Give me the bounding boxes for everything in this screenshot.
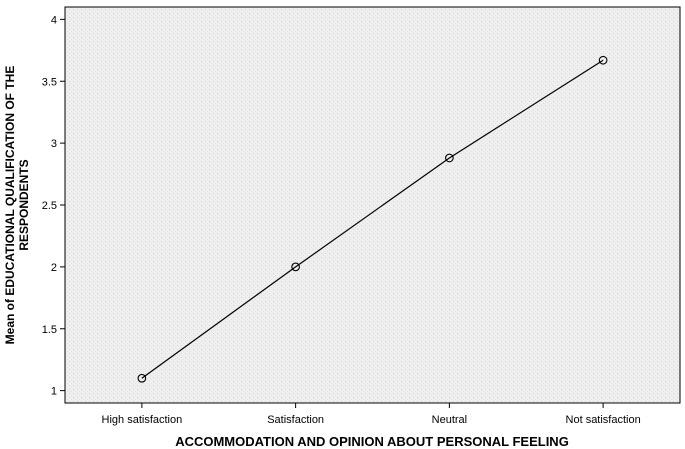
data-point [137, 373, 147, 383]
x-axis: High satisfaction Satisfaction Neutral Not … [102, 403, 641, 426]
x-tick-label: Not satisfaction [566, 414, 641, 426]
y-tick-label: 2.5 [42, 200, 57, 212]
series-layer [137, 55, 608, 383]
data-point [445, 153, 454, 163]
data-point [598, 55, 608, 65]
x-axis-title: ACCOMMODATION AND OPINION ABOUT PERSONAL… [175, 434, 569, 449]
y-tick-label: 3 [51, 138, 57, 150]
y-tick-label: 4 [51, 14, 57, 26]
x-tick-label: Satisfaction [267, 414, 324, 426]
data-point [291, 262, 300, 272]
y-tick-label: 3.5 [42, 76, 57, 88]
x-tick-label: Neutral [432, 414, 467, 426]
y-tick-label: 2 [51, 262, 57, 274]
y-axis-title-line-2: RESPONDENTS [17, 159, 31, 250]
x-tick-label: High satisfaction [102, 414, 183, 426]
y-axis-title: Mean of EDUCATIONAL QUALIFICATION OF THE… [3, 66, 31, 345]
y-tick-label: 1.5 [42, 324, 57, 336]
series-line [141, 59, 604, 379]
y-axis-title-line-1: Mean of EDUCATIONAL QUALIFICATION OF THE [3, 66, 17, 345]
y-axis: 1 1.5 2 2.5 3 3.5 4 [42, 14, 65, 398]
plot-area [64, 6, 681, 404]
y-tick-label: 1 [51, 386, 57, 398]
